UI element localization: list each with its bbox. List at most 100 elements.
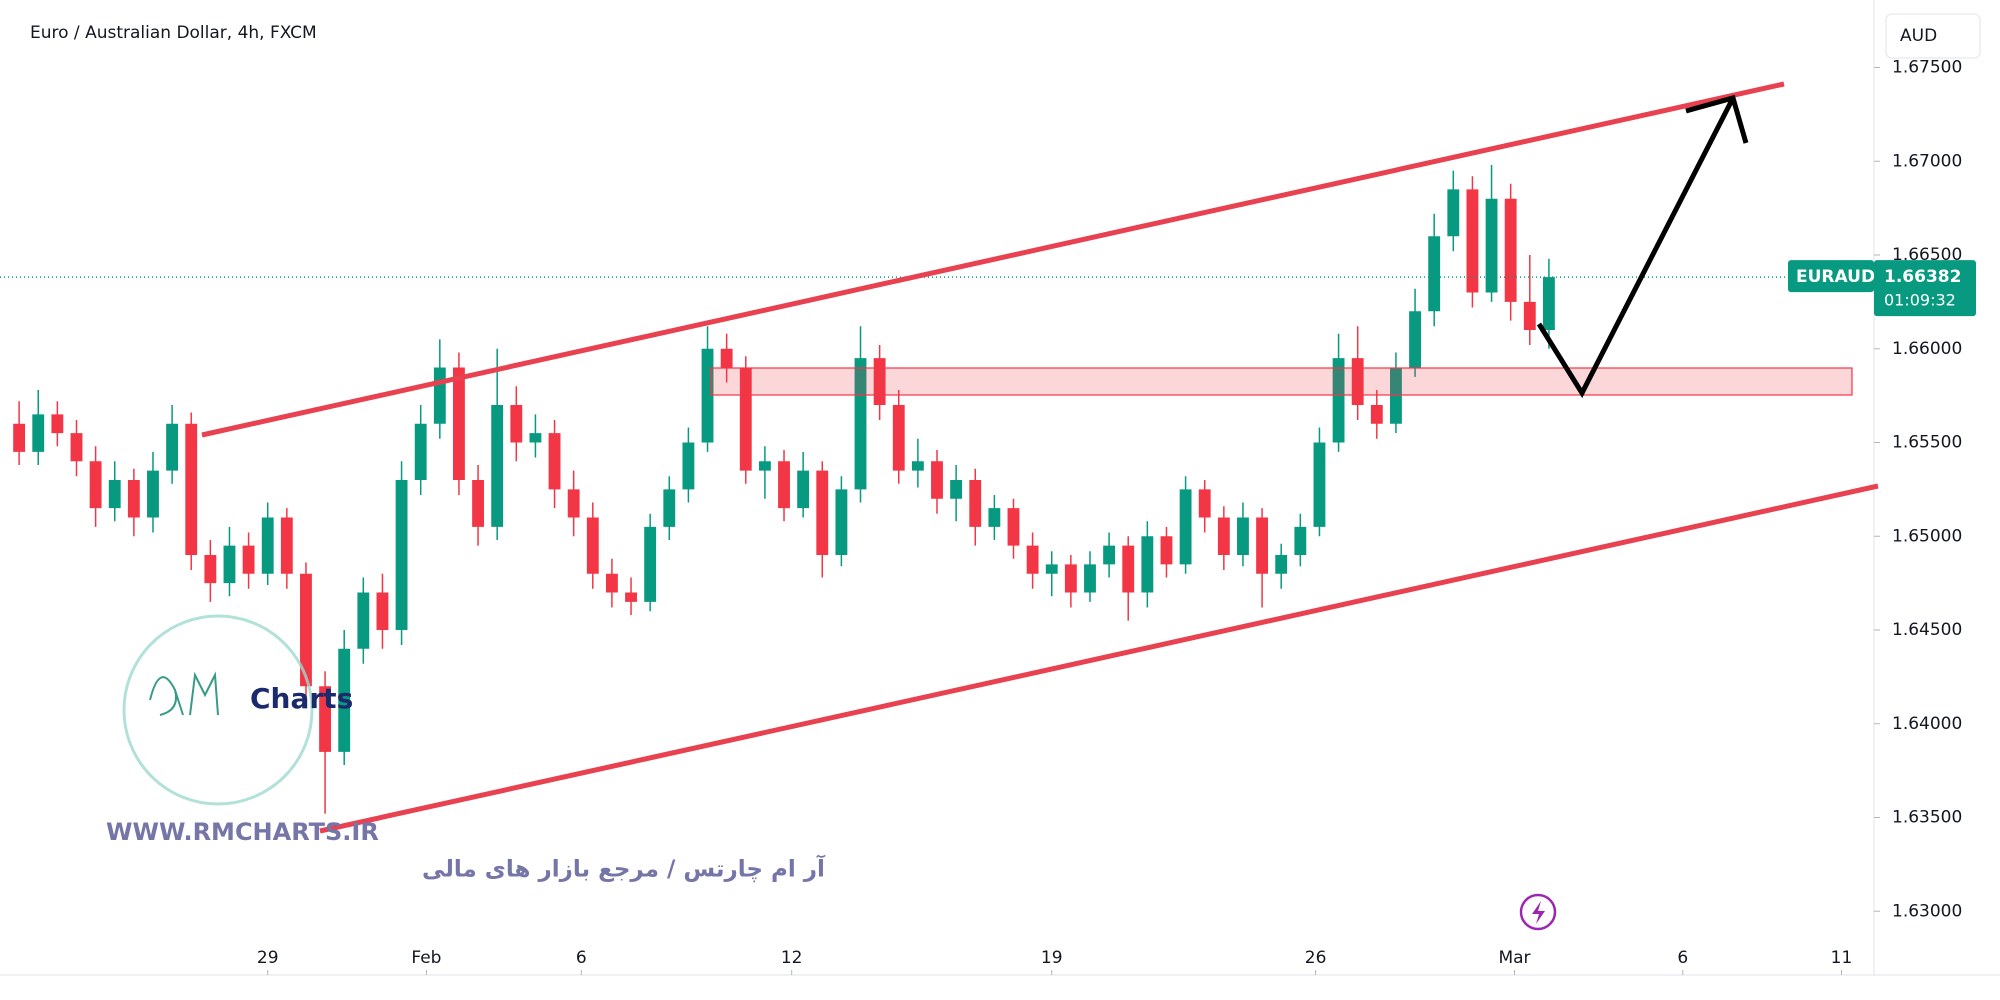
candle-body [625, 592, 637, 602]
lightning-icon[interactable] [1519, 893, 1557, 931]
y-tick-label: 1.67500 [1892, 58, 1962, 78]
candle-body [567, 489, 580, 518]
x-tick-label: 29 [257, 948, 279, 968]
y-tick-label: 1.66500 [1892, 245, 1962, 265]
candle-body [1485, 198, 1498, 293]
currency-button[interactable] [1885, 13, 1981, 59]
candle-body [70, 433, 83, 462]
candle-body [720, 348, 733, 368]
candle-body [1122, 545, 1135, 593]
candle-body [1064, 564, 1077, 593]
candle-body [300, 573, 312, 687]
candle-body [357, 592, 370, 649]
price-tag-price: 1.66382 [1884, 267, 1961, 287]
candle-body [1237, 517, 1249, 555]
y-tick-label: 1.63500 [1892, 808, 1962, 828]
candle-body [892, 405, 905, 471]
y-tick-label: 1.65500 [1892, 433, 1962, 453]
candle-body [988, 508, 1001, 527]
candle-body [548, 433, 561, 490]
x-tick-label: 6 [576, 948, 587, 968]
candle-body [376, 592, 389, 630]
candle-body [682, 442, 695, 490]
logo-mark [149, 671, 219, 716]
candle-body [663, 489, 676, 527]
lightning-bolt [1532, 901, 1545, 924]
candle-body [1256, 517, 1269, 574]
y-tick-label: 1.63000 [1892, 901, 1962, 921]
plot: 1.63000 1.63500 1.64000 1.64500 1.65000 1.655… [0, 58, 1976, 975]
candle-body [491, 405, 504, 527]
candle-body [127, 480, 140, 518]
candle-body [1332, 358, 1345, 443]
candle-body [931, 461, 943, 499]
candle-body [108, 480, 121, 509]
candle-body [816, 470, 829, 555]
channel-lower [319, 483, 1879, 834]
candle-body [147, 470, 159, 518]
candle-body [280, 517, 293, 574]
candle-body [873, 358, 886, 405]
candle-body [204, 555, 217, 584]
candle-body [1160, 536, 1173, 565]
price-tag-symbol-box [1788, 260, 1874, 293]
candle-body [758, 461, 771, 471]
candle-body [433, 367, 446, 424]
candle-body [414, 423, 427, 480]
candle-body [854, 358, 867, 490]
candle-body [1428, 236, 1441, 312]
x-tick-label: 11 [1831, 948, 1853, 968]
candle-body [605, 573, 618, 593]
candle-body [1275, 555, 1288, 574]
logo-text: Charts [250, 682, 353, 715]
candle-body [338, 648, 351, 752]
candle-body [586, 517, 599, 574]
candle-body [242, 545, 255, 574]
candle-body [395, 480, 408, 630]
y-tick-label: 1.64500 [1892, 620, 1962, 640]
candle-body [453, 367, 465, 480]
candle-body [1313, 442, 1326, 527]
candle-body [797, 470, 810, 509]
candle-body [1026, 545, 1039, 574]
candle-body [223, 545, 236, 584]
candle-body [1390, 367, 1402, 424]
candle-body [32, 414, 45, 452]
candle-body [1294, 526, 1307, 555]
candle-body [1523, 301, 1536, 330]
candle-body [1179, 489, 1192, 565]
x-tick-label: Feb [411, 948, 441, 968]
projection-arrowhead [1685, 94, 1749, 144]
candle-body [51, 414, 64, 434]
projection-path [1536, 96, 1736, 399]
y-tick-label: 1.67000 [1892, 151, 1962, 171]
x-tick-label: 19 [1041, 948, 1063, 968]
candle-body [950, 480, 963, 499]
price-tag-countdown: 01:09:32 [1884, 291, 1956, 310]
resistance-zone [710, 367, 1853, 396]
candle-body [1447, 189, 1460, 237]
candle-body [1542, 277, 1555, 330]
candle-body [529, 433, 542, 443]
candle-body [89, 461, 102, 509]
x-tick-label: Mar [1498, 948, 1530, 968]
currency-label[interactable]: AUD [1900, 26, 1937, 46]
candle-body [319, 686, 332, 752]
y-tick-label: 1.64000 [1892, 714, 1962, 734]
candle-body [1198, 489, 1211, 518]
candle-body [1084, 564, 1096, 593]
candle-body [644, 526, 657, 602]
x-tick-label: 6 [1677, 948, 1688, 968]
candle-body [1466, 189, 1479, 293]
x-tick-label: 26 [1305, 948, 1327, 968]
candle-body [1007, 508, 1020, 546]
candle-body [1103, 545, 1116, 565]
candle-body [969, 480, 982, 527]
candle-body [510, 405, 523, 443]
channel-upper [201, 81, 1785, 438]
candle-body [472, 480, 484, 527]
candle-body [1045, 564, 1058, 574]
x-tick-label: 12 [781, 948, 803, 968]
